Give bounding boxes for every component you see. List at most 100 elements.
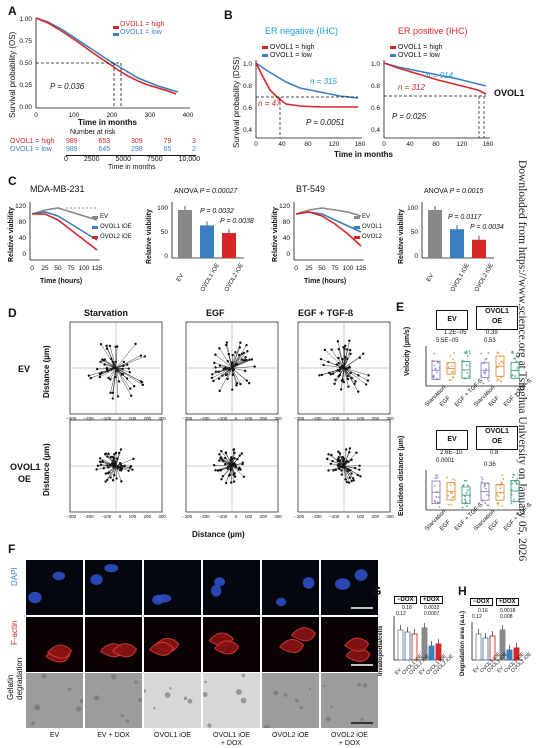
f-row-gelatin: Gelatin degradation xyxy=(6,657,24,700)
micrograph-dapi xyxy=(26,560,83,615)
svg-text:75: 75 xyxy=(67,265,75,272)
d-row-ovol1: OVOL1 xyxy=(10,462,41,472)
a-curve-high xyxy=(35,17,177,95)
svg-text:100: 100 xyxy=(343,265,354,272)
d-tick: −200 xyxy=(199,514,210,519)
b-ytick: 0.8 xyxy=(243,83,252,90)
b-xtick: 40 xyxy=(278,141,286,148)
d-tick: 0 xyxy=(118,514,122,519)
svg-text:100: 100 xyxy=(407,205,418,212)
e-condition-label: EGF xyxy=(439,519,452,533)
a-risk-cell: 653 xyxy=(98,138,111,145)
a-xtick: 100 xyxy=(69,112,80,119)
b-pos-n-high: n = 312 xyxy=(398,83,425,92)
a-risk-cell: 989 xyxy=(66,146,78,153)
b-xtick: 160 xyxy=(355,141,365,148)
b-neg-n-low: n = 315 xyxy=(310,77,337,86)
f-condition-label: EV + DOX xyxy=(97,732,130,739)
c-legend-ovol2: OVOL2 iOE xyxy=(100,234,132,240)
b-ytick: 0.8 xyxy=(371,83,380,90)
c-bar2-p2: P = 0.0034 xyxy=(470,224,504,231)
d-col-starvation: Starvation xyxy=(84,308,129,318)
micrograph-dapi xyxy=(144,560,201,615)
d-tick: 0 xyxy=(234,416,238,421)
d-tick: −100 xyxy=(101,416,112,421)
c-bar1-p2: P = 0.0038 xyxy=(220,218,254,225)
c2-legend-ovol1: OVOL1 xyxy=(362,224,383,230)
track-plot xyxy=(297,419,391,513)
micrograph-factin xyxy=(262,617,319,672)
b-xtick: 120 xyxy=(457,141,468,148)
panel-label-b: B xyxy=(224,8,233,22)
c-bar-plot-1: 100 50 0 xyxy=(157,202,244,260)
b-pos-p: P = 0.025 xyxy=(392,112,427,121)
h-bar-plot xyxy=(471,622,522,661)
d-ticks: −300 −200 −100 0 100 200 300 xyxy=(66,514,166,519)
c-legend-ev: EV xyxy=(100,214,109,220)
svg-text:80: 80 xyxy=(19,219,27,226)
b-xtick: 0 xyxy=(382,141,386,148)
d-col-egf: EGF xyxy=(206,308,225,318)
b-xlabel: Time in months xyxy=(334,150,393,159)
panel-label-e: E xyxy=(396,300,405,314)
a-risk-cell: 2 xyxy=(192,146,196,153)
micrograph-gel xyxy=(262,673,319,728)
a-risk-cell: 989 xyxy=(66,138,78,145)
b-pos-plot: 1.0 0.8 0.6 0.4 0 40 80 120 160 xyxy=(371,46,493,148)
d-tick: −300 xyxy=(66,514,77,519)
b-ytick: 1.0 xyxy=(371,61,380,68)
d-tick: −300 xyxy=(182,416,193,421)
a-ytick: 1.00 xyxy=(19,16,32,23)
b-legend-high: OVOL1 = high xyxy=(270,44,315,51)
d-tick: 0 xyxy=(346,514,350,519)
small-bar xyxy=(397,629,404,661)
micrograph-dapi xyxy=(85,560,142,615)
svg-text:40: 40 xyxy=(283,235,291,242)
svg-text:125: 125 xyxy=(92,265,103,272)
d-ticks: −300 −200 −100 0 100 200 300 xyxy=(182,514,282,519)
small-bar xyxy=(482,637,489,661)
c-bar-plot-2: 100 50 0 xyxy=(407,202,494,260)
f-condition-label: OVOL2 iOE xyxy=(272,732,309,739)
d-tick: 300 xyxy=(386,514,394,519)
panel-label-h: H xyxy=(458,584,467,598)
panel-label-c: C xyxy=(8,174,17,188)
micrograph-dapi xyxy=(321,560,378,615)
e-vel-ylabel: Velocity (µm/s) xyxy=(404,326,411,376)
g-bar-plot xyxy=(393,616,444,661)
e-condition-label: EGF xyxy=(488,395,501,409)
a-xlabel: Time in months xyxy=(78,118,137,127)
f-row-factin: F-actin xyxy=(10,620,19,645)
a-risk-title: Number at risk xyxy=(70,129,116,136)
c-legend-ovol1: OVOL1 iOE xyxy=(100,224,132,230)
b-pos-n-low: n = 914 xyxy=(426,71,453,80)
d-tick: 300 xyxy=(158,514,166,519)
track-plot xyxy=(297,321,391,415)
e-dist-p: 2.6E−10 xyxy=(440,450,463,456)
micrograph-factin xyxy=(26,617,83,672)
d-tick: −100 xyxy=(217,416,228,421)
a-risk-xtick: 2500 xyxy=(83,156,100,163)
svg-text:100: 100 xyxy=(79,265,90,272)
d-tick: 300 xyxy=(386,416,394,421)
svg-text:50: 50 xyxy=(411,229,419,236)
d-tick: −100 xyxy=(217,514,228,519)
e-group-ovol1: OVOL1 OE xyxy=(476,306,518,330)
d-row-oe: OE xyxy=(18,474,32,484)
b-neg-p: P = 0.0051 xyxy=(306,118,345,127)
a-curve-low xyxy=(35,17,179,93)
micrograph-gel xyxy=(85,673,142,728)
a-risk-low-label: OVOL1 = low xyxy=(10,146,52,153)
d-ylabel-2: Distance (µm) xyxy=(42,443,51,496)
a-xtick: 400 xyxy=(183,112,194,119)
g-ylabel: Invadopodia/cells xyxy=(378,625,384,676)
e-dist-ylabel: Euclidean distance (µm) xyxy=(398,435,405,516)
c-bar1-anova: ANOVA P = 0.00027 xyxy=(174,188,238,195)
d-tick: −300 xyxy=(294,514,305,519)
c-bar xyxy=(200,225,214,258)
d-row-ev: EV xyxy=(18,364,31,374)
d-tick: −100 xyxy=(329,416,340,421)
c2-legend-ev: EV xyxy=(362,214,371,220)
f-condition-label: EV xyxy=(49,732,60,739)
d-tick: −200 xyxy=(83,514,94,519)
